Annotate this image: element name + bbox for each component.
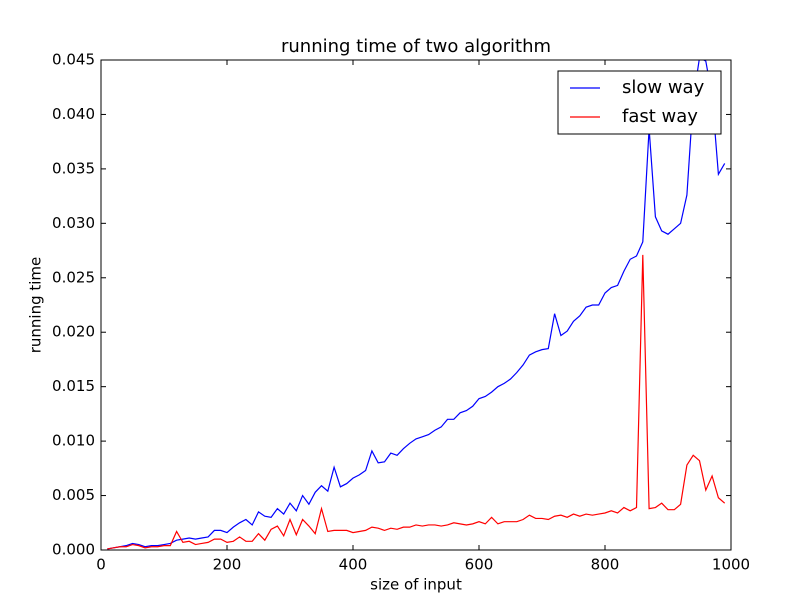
data-line (107, 254, 726, 550)
x-tick-label: 800 (591, 556, 620, 574)
legend-label: fast way (622, 106, 698, 127)
y-tick-label: 0.020 (52, 323, 95, 341)
x-tick-label: 400 (339, 556, 368, 574)
plot-area (107, 60, 726, 550)
x-tick-label: 1000 (712, 556, 750, 574)
y-tick-label: 0.045 (52, 51, 95, 69)
legend-box (557, 70, 722, 135)
y-tick-label: 0.000 (52, 541, 95, 559)
x-tick-label: 200 (213, 556, 242, 574)
y-tick-label: 0.010 (52, 432, 95, 450)
x-axis-label: size of input (370, 576, 462, 594)
legend-label: slow way (622, 77, 705, 98)
data-line (107, 60, 726, 550)
y-tick-label: 0.035 (52, 159, 95, 177)
y-tick-label: 0.030 (52, 214, 95, 232)
y-axis-label: running time (27, 257, 45, 354)
chart-title: running time of two algorithm (281, 36, 551, 57)
y-tick-label: 0.025 (52, 268, 95, 286)
x-tick-label: 0 (96, 556, 106, 574)
y-tick-label: 0.005 (52, 486, 95, 504)
y-tick-label: 0.040 (52, 105, 95, 123)
y-tick-label: 0.015 (52, 377, 95, 395)
x-tick-label: 600 (465, 556, 494, 574)
plot-frame (100, 59, 732, 551)
